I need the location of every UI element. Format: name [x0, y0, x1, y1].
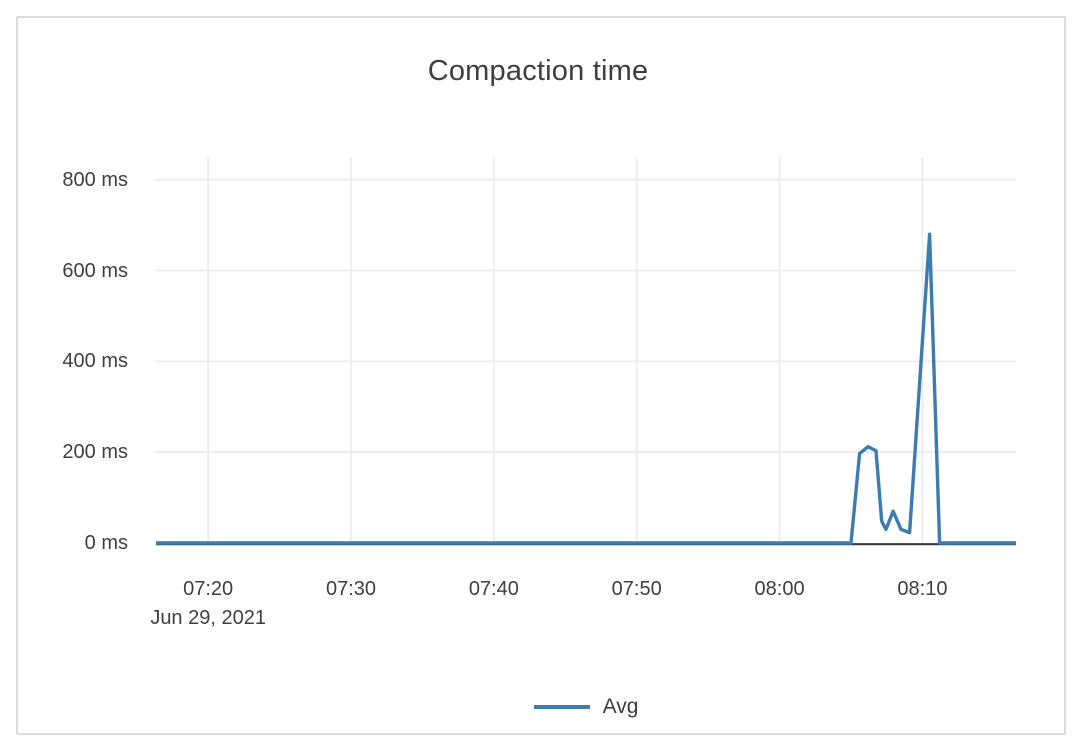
y-tick-label: 800 ms	[62, 168, 128, 191]
x-tick-time: 07:40	[468, 578, 519, 600]
x-tick-time: 07:50	[611, 578, 662, 600]
chart-card	[16, 16, 1066, 735]
y-tick-label: 600 ms	[62, 259, 128, 282]
y-tick-label: 0 ms	[84, 532, 128, 554]
x-tick-label: 07:20 Jun 29, 2021	[123, 575, 293, 633]
y-tick-label: 400 ms	[62, 350, 128, 373]
x-tick-time: 08:00	[754, 578, 805, 600]
x-tick-time: 07:20	[183, 578, 234, 600]
chart-svg	[156, 157, 1016, 546]
plot-area[interactable]	[156, 157, 1016, 546]
legend: Avg	[156, 692, 1016, 722]
x-axis-date-label: Jun 29, 2021	[150, 607, 266, 629]
x-tick-label: 07:40	[409, 575, 579, 604]
legend-line-swatch	[533, 705, 590, 709]
y-tick-label: 200 ms	[62, 441, 128, 464]
x-tick-label: 07:50	[552, 575, 722, 604]
legend-label: Avg	[602, 695, 639, 718]
legend-item-avg[interactable]: Avg	[533, 695, 639, 719]
chart-title: Compaction time	[427, 55, 649, 87]
x-tick-time: 08:10	[897, 578, 948, 600]
x-tick-label: 07:30	[266, 575, 436, 604]
series-line-avg	[156, 232, 1016, 545]
x-tick-label: 08:00	[695, 575, 865, 604]
x-tick-label: 08:10	[837, 575, 1007, 604]
x-tick-time: 07:30	[325, 578, 377, 600]
